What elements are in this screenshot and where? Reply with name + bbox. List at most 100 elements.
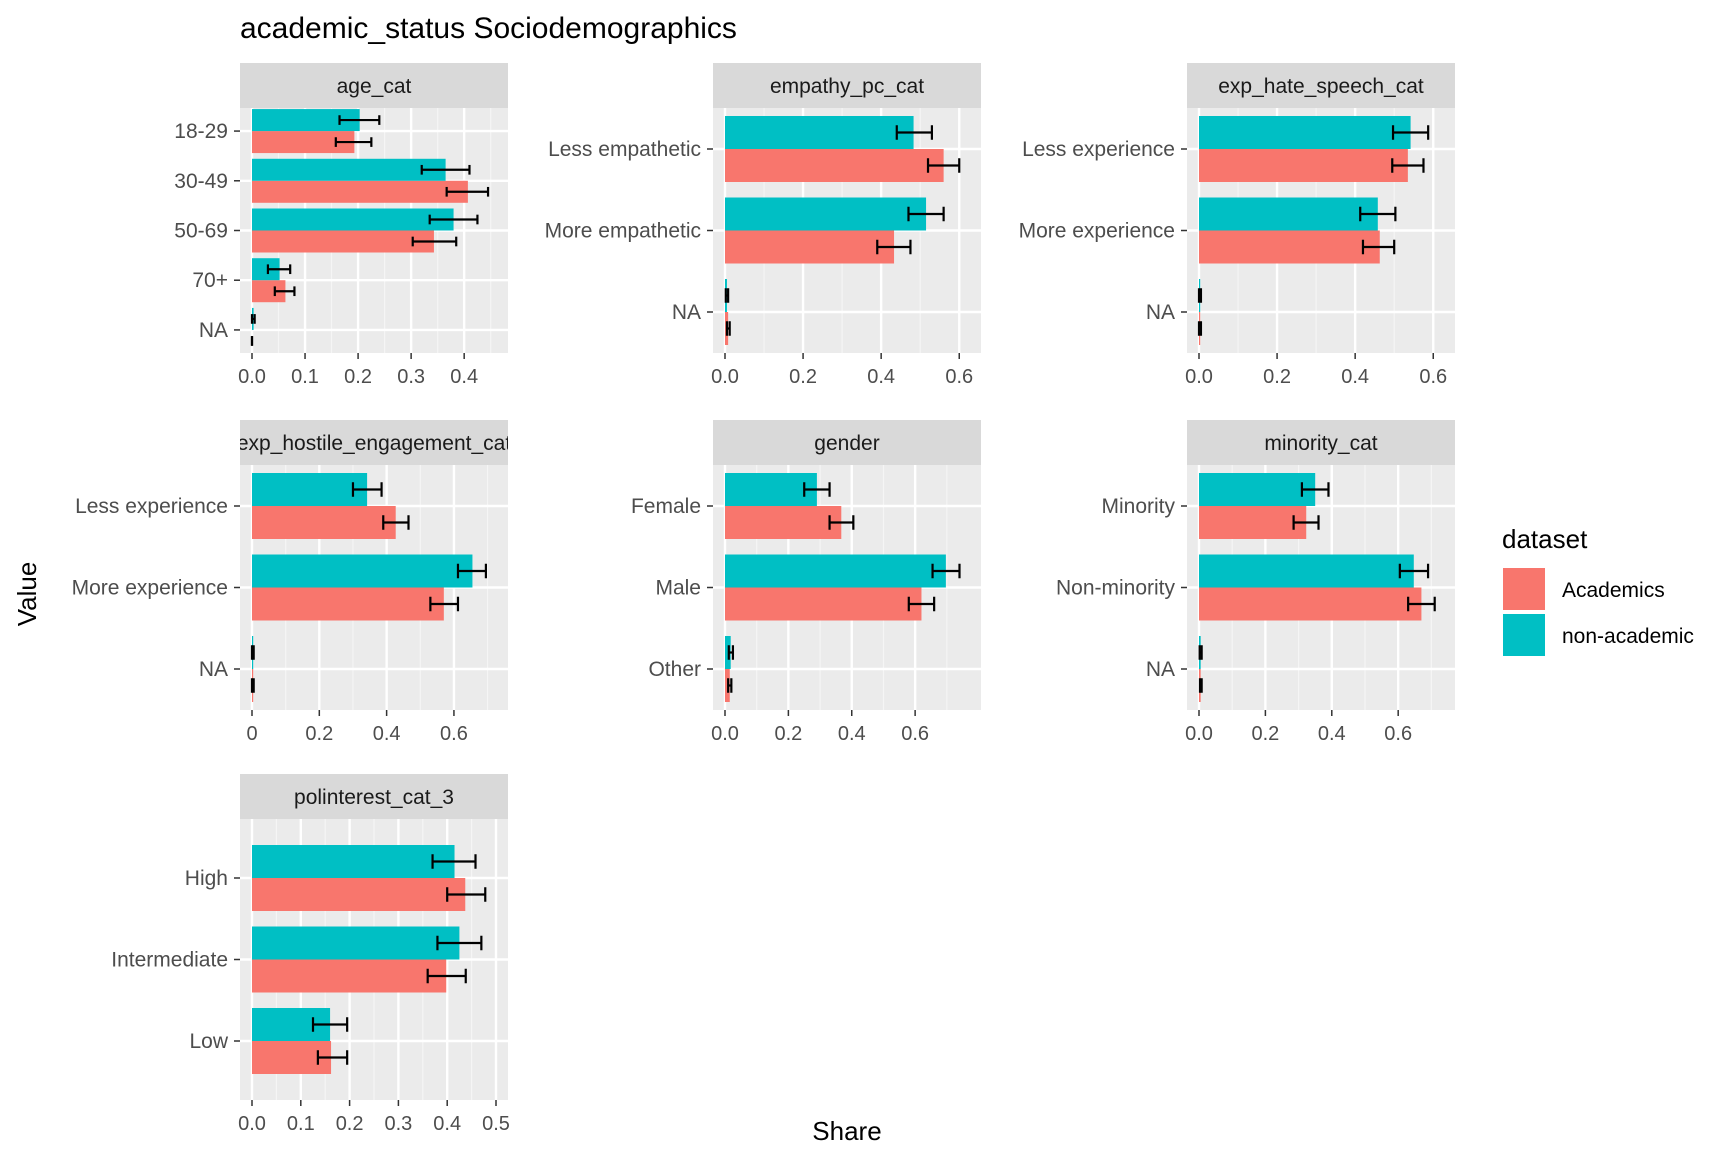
x-tick-label: 0.6 <box>440 723 468 745</box>
error-bar <box>250 645 255 660</box>
x-tick-label: 0.0 <box>1185 366 1213 388</box>
error-bar <box>1292 515 1320 530</box>
facet-strip <box>1187 420 1455 465</box>
bar-academics-minority <box>1199 506 1307 539</box>
error-bar <box>1197 321 1203 336</box>
x-tick-label: 0.2 <box>305 723 333 745</box>
y-tick-label: Less empathetic <box>548 138 701 161</box>
error-bar <box>1391 125 1430 140</box>
error-bar <box>1398 563 1430 579</box>
legend-label-non-academic: non-academic <box>1562 625 1694 648</box>
y-tick-label: 70+ <box>192 269 228 292</box>
y-tick-label: 50-69 <box>174 220 228 243</box>
y-tick-label: NA <box>199 658 228 681</box>
x-tick-label: 0.0 <box>711 723 739 745</box>
x-tick-label: 0.6 <box>901 723 929 745</box>
facet-gender: gender 0.0 0.2 0.4 0.6 Female Male Other <box>631 420 981 745</box>
bar-non-academic-female <box>725 473 817 506</box>
bar-academics-less-experience <box>1199 149 1408 182</box>
x-tick-label: 0.2 <box>789 366 817 388</box>
legend-label-academics: Academics <box>1562 579 1665 602</box>
x-tick-label: 0.0 <box>238 366 266 388</box>
facet-strip-label: minority_cat <box>1264 432 1377 455</box>
error-bar <box>1300 482 1330 497</box>
bar-academics-less-experience <box>252 506 396 539</box>
bar-academics-more-experience <box>1199 230 1380 264</box>
error-bar <box>428 214 479 225</box>
error-bar <box>727 645 735 660</box>
x-tick-label: 0.4 <box>1341 366 1369 388</box>
legend-key-academics <box>1503 568 1545 610</box>
error-bar <box>351 482 383 497</box>
error-bar <box>727 678 733 693</box>
y-axis-label: Value <box>12 562 42 627</box>
x-tick-label: 0.2 <box>336 1113 364 1135</box>
x-axis-label: Share <box>812 1116 881 1146</box>
facet-strip <box>713 63 981 108</box>
x-tick-label: 0.2 <box>1251 723 1279 745</box>
bar-academics-50-69 <box>252 230 434 253</box>
bar-non-academic-50-69 <box>252 208 454 231</box>
error-bar <box>250 678 255 693</box>
x-tick-label: 0.1 <box>287 1113 315 1135</box>
error-bar <box>431 854 477 869</box>
bar-non-academic-non-minority <box>1199 554 1414 588</box>
bar-non-academic-more-empathetic <box>725 197 927 231</box>
y-tick-label: Less experience <box>75 495 228 518</box>
chart-title: academic_status Sociodemographics <box>240 12 737 45</box>
x-tick-label: 0.4 <box>838 723 866 745</box>
y-tick-label: More empathetic <box>545 220 701 243</box>
y-tick-label: Non-minority <box>1056 577 1176 600</box>
facets: age_cat 0.0 0.1 0.2 0.3 0.4 18-29 30-49 50-69 70+… <box>72 63 1455 1135</box>
x-tick-label: 0.1 <box>291 366 319 388</box>
facet-strip <box>240 420 508 465</box>
x-tick-label: 0.0 <box>238 1113 266 1135</box>
error-bar <box>931 563 961 579</box>
bar-non-academic-male <box>725 554 946 588</box>
bar-academics-female <box>725 506 842 539</box>
bar-academics-non-minority <box>1199 587 1422 621</box>
error-bar <box>429 596 460 612</box>
facet-strip-label: gender <box>814 432 879 455</box>
bar-academics-less-empathetic <box>725 149 944 182</box>
error-bar <box>334 137 373 147</box>
y-tick-label: Minority <box>1101 495 1175 518</box>
x-tick-label: 0.5 <box>482 1113 510 1135</box>
bar-non-academic-more-experience <box>1199 197 1378 231</box>
error-bar <box>456 563 488 579</box>
x-tick-label: 0.6 <box>1384 723 1412 745</box>
legend: dataset Academics non-academic <box>1502 524 1694 656</box>
y-tick-label: 18-29 <box>174 120 228 143</box>
facet-strip <box>1187 63 1455 108</box>
x-tick-label: 0.0 <box>711 366 739 388</box>
legend-key-non-academic <box>1503 614 1545 656</box>
bar-academics-30-49 <box>252 180 468 203</box>
y-tick-label: More experience <box>72 577 228 600</box>
x-tick-label: 0.3 <box>397 366 425 388</box>
x-tick-label: 0.6 <box>945 366 973 388</box>
bar-academics-70 <box>252 280 286 303</box>
x-tick-label: 0.4 <box>373 723 401 745</box>
x-tick-label: 0.2 <box>774 723 802 745</box>
x-tick-label: 0.4 <box>450 366 478 388</box>
x-tick-label: 0.4 <box>867 366 895 388</box>
bar-academics-male <box>725 587 922 621</box>
bar-non-academic-intermediate <box>252 926 460 960</box>
error-bar <box>436 935 483 951</box>
bar-non-academic-more-experience <box>252 554 473 588</box>
error-bar <box>1198 678 1203 693</box>
bar-non-academic-70 <box>252 258 280 281</box>
bar-non-academic-high <box>252 845 455 878</box>
bar-academics-high <box>252 878 466 911</box>
error-bar <box>426 968 467 984</box>
error-bar <box>273 286 296 297</box>
error-bar <box>907 596 936 612</box>
y-tick-label: Low <box>189 1030 228 1053</box>
error-bar <box>1391 158 1425 173</box>
error-bar <box>1198 645 1203 660</box>
facet-strip-label: exp_hostile_engagement_cat <box>237 432 512 455</box>
y-tick-label: 30-49 <box>174 170 228 193</box>
facet-strip-label: polinterest_cat_3 <box>294 786 454 809</box>
error-bar <box>724 288 730 303</box>
